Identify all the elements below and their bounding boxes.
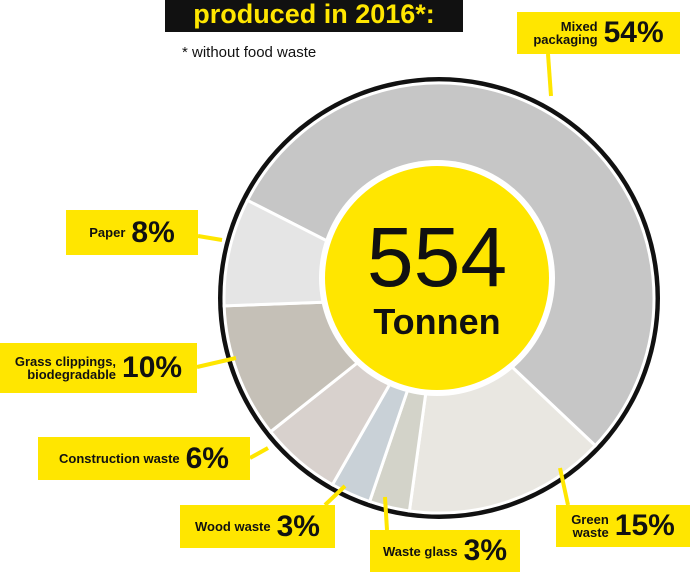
total-unit: Tonnen [373, 301, 501, 342]
value-label: 54% [603, 16, 664, 49]
center-disc [325, 166, 549, 390]
total-value: 554 [366, 210, 508, 304]
leader-line [383, 496, 389, 531]
chart-title: produced in 2016*: [165, 0, 463, 32]
category-label: Wood waste [195, 519, 271, 534]
label-box: Green waste 15% [556, 505, 690, 547]
label-box: Wood waste 3% [180, 505, 335, 548]
value-label: 15% [614, 509, 675, 542]
leader-line [323, 484, 347, 507]
label-box: Paper 8% [66, 210, 198, 255]
leader-line [196, 356, 237, 369]
category-label: Construction waste [59, 451, 180, 466]
label-box: Waste glass 3% [370, 530, 520, 572]
value-label: 3% [463, 534, 508, 567]
label-box: Construction waste 6% [38, 437, 250, 480]
value-label: 6% [185, 441, 229, 475]
category-label: Grass clippings, biodegradable [14, 354, 117, 382]
subtitle: * without food waste [182, 44, 317, 61]
category-label: Paper [89, 225, 126, 240]
leader-line [197, 234, 223, 242]
label-box: Grass clippings, biodegradable 10% [0, 343, 197, 393]
category-label: Waste glass [382, 543, 458, 559]
value-label: 10% [122, 351, 183, 384]
value-label: 8% [131, 215, 175, 249]
leader-line [558, 467, 570, 506]
leader-line [546, 53, 553, 97]
leader-line [249, 446, 269, 460]
category-label: Mixed packaging [533, 19, 598, 47]
label-box: Mixed packaging 54% [517, 12, 680, 54]
value-label: 3% [276, 509, 320, 543]
category-label: Green waste [571, 512, 609, 540]
